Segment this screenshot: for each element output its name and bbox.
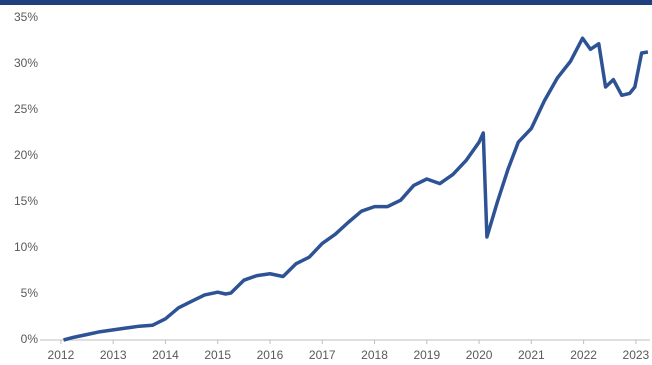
y-tick-label: 35%: [14, 10, 38, 24]
y-tick-label: 5%: [21, 286, 39, 300]
x-tick-label: 2019: [413, 348, 440, 362]
data-line: [63, 36, 649, 342]
x-tick-label: 2018: [361, 348, 388, 362]
x-tick-label: 2016: [257, 348, 284, 362]
x-tick-label: 2014: [152, 348, 179, 362]
x-tick-label: 2013: [100, 348, 127, 362]
y-tick-label: 0%: [21, 332, 39, 346]
x-tick-label: 2012: [48, 348, 75, 362]
y-tick-label: 25%: [14, 102, 38, 116]
y-tick-label: 20%: [14, 148, 38, 162]
y-tick-label: 15%: [14, 194, 38, 208]
y-tick-label: 10%: [14, 240, 38, 254]
x-tick-label: 2020: [466, 348, 493, 362]
y-tick-label: 30%: [14, 56, 38, 70]
x-tick-label: 2017: [309, 348, 336, 362]
x-tick-label: 2023: [623, 348, 650, 362]
x-tick-label: 2022: [570, 348, 597, 362]
x-tick-label: 2015: [204, 348, 231, 362]
x-tick-label: 2021: [518, 348, 545, 362]
header-band: [0, 0, 652, 5]
